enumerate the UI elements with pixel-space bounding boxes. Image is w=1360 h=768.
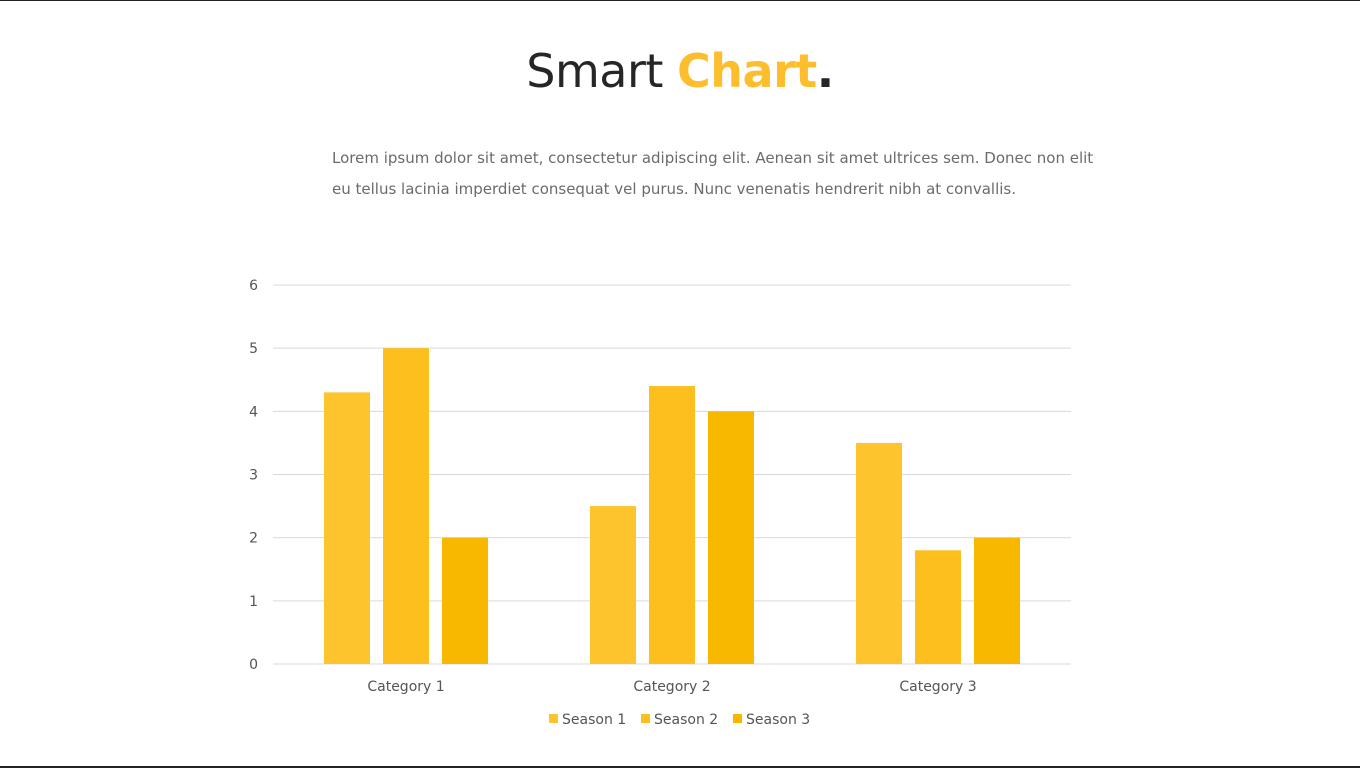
bar-1-2 — [383, 348, 429, 664]
y-tick-label: 4 — [249, 404, 258, 420]
slide-description: Lorem ipsum dolor sit amet, consectetur … — [332, 143, 1094, 205]
category-label: Category 1 — [367, 679, 444, 695]
title-dot: . — [816, 44, 834, 98]
slide-title: Smart Chart. — [0, 41, 1360, 101]
y-tick-label: 5 — [249, 341, 258, 357]
y-tick-label: 3 — [249, 468, 258, 484]
bar-1-1 — [324, 392, 370, 664]
legend-label-1: Season 1 — [562, 712, 626, 728]
legend-label-2: Season 2 — [654, 712, 718, 728]
bar-3-3 — [974, 537, 1020, 664]
legend-label-3: Season 3 — [746, 712, 810, 728]
y-tick-label: 1 — [249, 594, 258, 610]
description-line-1: Lorem ipsum dolor sit amet, consectetur … — [332, 149, 1094, 167]
y-tick-label: 2 — [249, 531, 258, 547]
y-tick-label: 6 — [249, 278, 258, 294]
bar-3-2 — [915, 550, 961, 664]
bar-2-1 — [590, 506, 636, 664]
bar-1-3 — [442, 537, 488, 664]
bar-2-2 — [649, 386, 695, 664]
legend-swatch-3 — [733, 714, 742, 723]
category-label: Category 2 — [633, 679, 710, 695]
legend-swatch-2 — [641, 714, 650, 723]
category-label: Category 3 — [899, 679, 976, 695]
description-line-2: eu tellus lacinia imperdiet consequat ve… — [332, 180, 1017, 198]
title-main: Smart — [526, 44, 678, 98]
bar-3-1 — [856, 442, 902, 664]
title-accent: Chart — [677, 44, 817, 98]
bar-2-3 — [708, 411, 754, 664]
y-tick-label: 0 — [249, 657, 258, 673]
legend-swatch-1 — [549, 714, 558, 723]
